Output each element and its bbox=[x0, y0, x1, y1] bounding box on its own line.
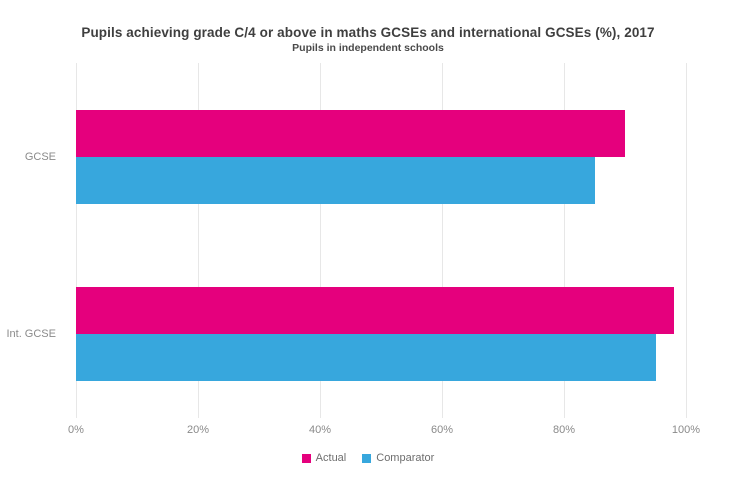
x-axis: 0% 20% 40% 60% 80% 100% bbox=[0, 424, 736, 440]
category-label-gcse: GCSE bbox=[24, 151, 56, 163]
x-tick-label-80: 80% bbox=[552, 424, 576, 436]
bar-comparator-gcse bbox=[76, 157, 595, 204]
plot-area bbox=[76, 63, 687, 418]
gridline-60 bbox=[442, 63, 443, 418]
x-tick-label-20: 20% bbox=[186, 424, 210, 436]
gridline-0 bbox=[76, 63, 77, 418]
bar-actual-int-gcse bbox=[76, 287, 674, 334]
x-tick-label-40: 40% bbox=[308, 424, 332, 436]
legend-swatch-icon bbox=[301, 453, 311, 463]
chart-subtitle: Pupils in independent schools bbox=[292, 42, 444, 54]
legend-swatch-icon bbox=[362, 453, 372, 463]
gridline-20 bbox=[198, 63, 199, 418]
x-tick-label-60: 60% bbox=[430, 424, 454, 436]
bar-actual-gcse bbox=[76, 110, 625, 157]
legend-item-comparator: Comparator bbox=[362, 452, 434, 464]
chart-title: Pupils achieving grade C/4 or above in m… bbox=[81, 25, 655, 40]
gridline-80 bbox=[564, 63, 565, 418]
x-tick-label-100: 100% bbox=[671, 424, 701, 436]
x-tick-label-0: 0% bbox=[68, 424, 84, 436]
gridline-100 bbox=[686, 63, 687, 418]
gridline-40 bbox=[320, 63, 321, 418]
bar-comparator-int-gcse bbox=[76, 334, 656, 381]
legend-item-actual: Actual bbox=[301, 452, 347, 464]
legend-label: Comparator bbox=[376, 452, 435, 464]
legend-label: Actual bbox=[315, 452, 347, 464]
category-label-int-gcse: Int. GCSE bbox=[6, 328, 56, 340]
legend: Actual Comparator bbox=[0, 452, 736, 464]
